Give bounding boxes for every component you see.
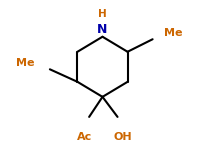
- Text: Me: Me: [163, 28, 182, 38]
- Text: Ac: Ac: [76, 132, 91, 142]
- Text: N: N: [97, 23, 107, 36]
- Text: OH: OH: [113, 132, 131, 142]
- Text: H: H: [98, 9, 106, 19]
- Text: Me: Me: [16, 58, 35, 68]
